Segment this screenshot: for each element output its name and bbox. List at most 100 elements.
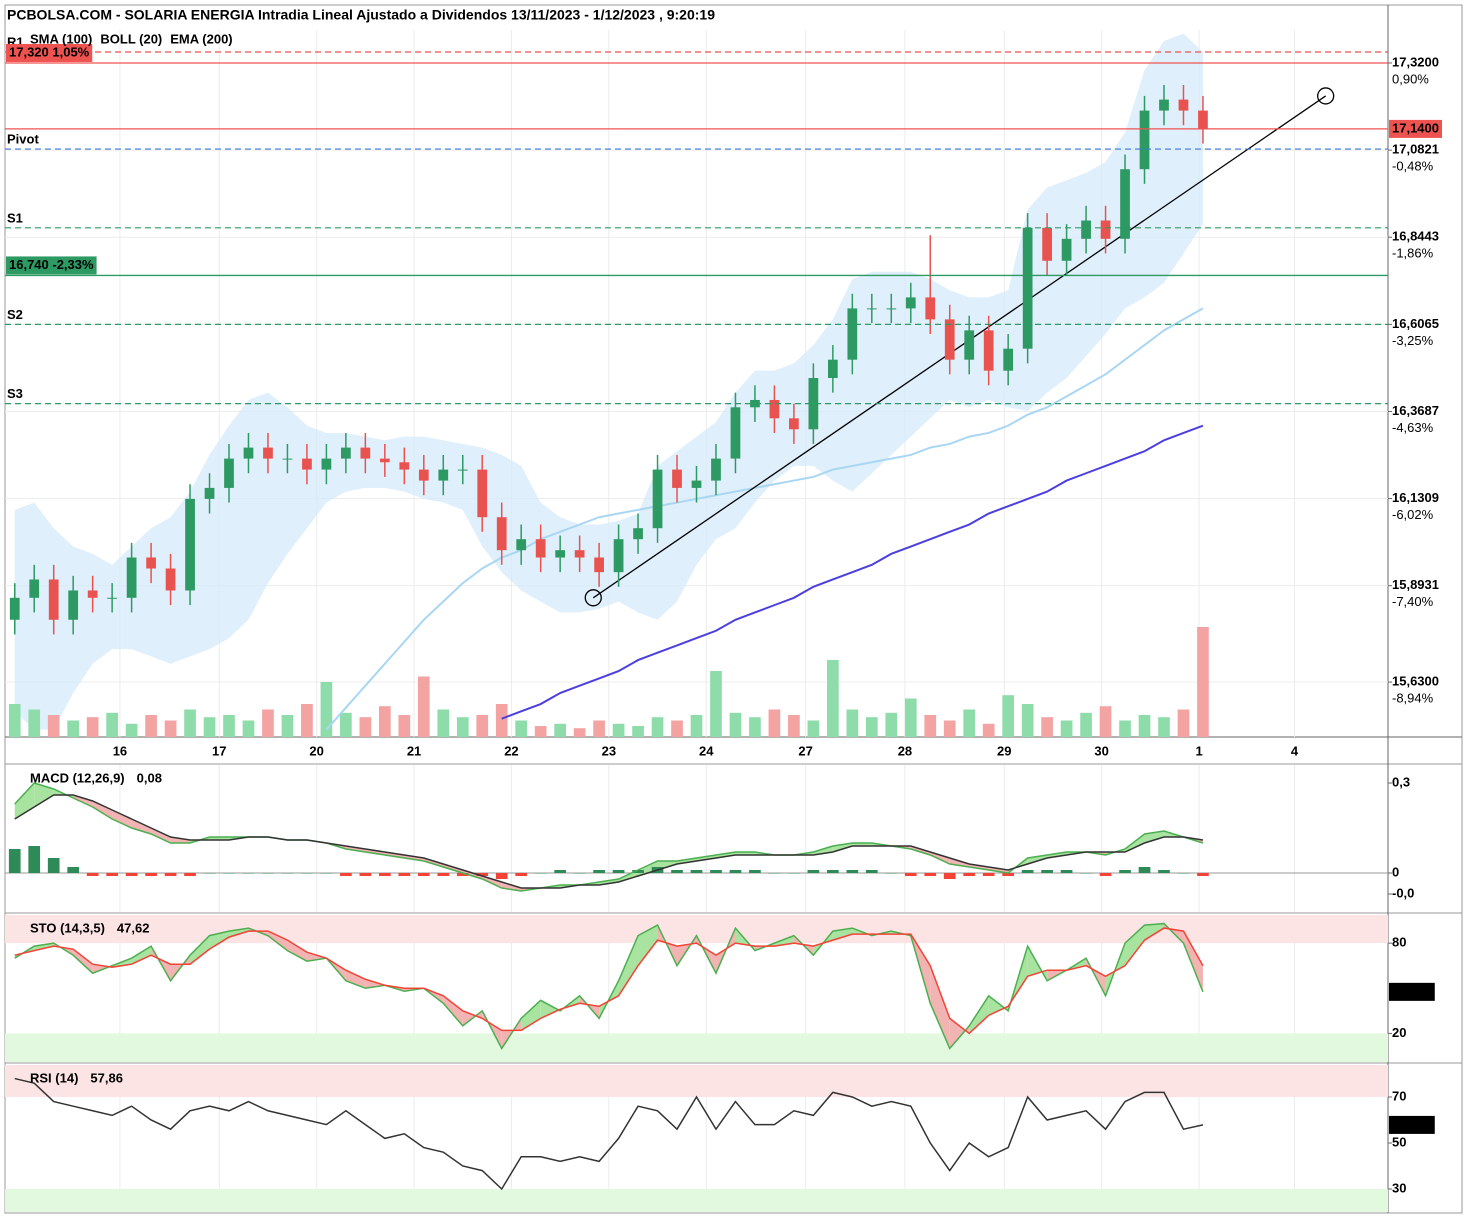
- y-tick-label: 20: [1392, 1025, 1406, 1040]
- bollinger-band: [14, 33, 1203, 730]
- panel-title: STO (14,3,5): [30, 920, 105, 935]
- series-fill: [112, 810, 132, 828]
- x-tick-label: 4: [1291, 743, 1299, 758]
- volume-bar: [885, 712, 898, 737]
- y-tick-label: 16,8443: [1392, 229, 1439, 244]
- panel-axis-label: 47,623: [1389, 982, 1435, 1001]
- candle-body: [224, 458, 234, 488]
- y-tick-label: 30: [1392, 1180, 1406, 1195]
- histogram-bar: [943, 873, 956, 879]
- volume-bar: [340, 712, 352, 737]
- candle-body: [633, 528, 643, 540]
- histogram-bar: [86, 873, 99, 876]
- volume-bar: [593, 720, 605, 737]
- candle-body: [146, 557, 156, 569]
- series-fill: [131, 946, 152, 965]
- price-line-label-text: 16,740 -2,33%: [9, 257, 94, 272]
- volume-bar: [437, 709, 450, 737]
- y-tick-label: 70: [1392, 1088, 1406, 1103]
- series-fill: [930, 965, 950, 1049]
- candle-body: [477, 469, 488, 518]
- candle-body: [438, 469, 449, 481]
- x-tick-label: 17: [212, 743, 226, 758]
- panel-axis-label-box: [1389, 982, 1435, 1001]
- series-fill: [1027, 946, 1048, 981]
- panel-axis-label: 57,864: [1389, 1115, 1435, 1134]
- histogram-bar: [788, 873, 800, 874]
- zone: [5, 1065, 1388, 1097]
- series-fill: [267, 931, 288, 951]
- histogram-bar: [340, 873, 352, 876]
- volume-bar: [865, 717, 878, 737]
- legend-entry: EMA (200): [170, 31, 232, 46]
- series-fill: [92, 801, 113, 819]
- y-tick-pct-label: -7,40%: [1392, 594, 1434, 609]
- level-label: S1: [7, 210, 23, 225]
- candle-body: [594, 557, 604, 573]
- labels-layer: 16 17 20 21 22 23 24 27 28 29 30 1 4 17,3200 0,90% 17,0…: [6, 31, 1442, 1195]
- histogram-bar: [164, 873, 177, 876]
- x-tick-label: 20: [309, 743, 323, 758]
- panel-title: RSI (14): [30, 1070, 78, 1085]
- series-fill: [287, 940, 307, 962]
- candle-body: [1100, 220, 1111, 239]
- volume-bar: [359, 717, 372, 737]
- candle-body: [1061, 238, 1072, 261]
- volume-bar: [1021, 704, 1034, 737]
- series-line: [14, 782, 1204, 892]
- series-fill: [638, 925, 658, 966]
- candle-body: [107, 597, 118, 599]
- volume-bar: [749, 717, 761, 737]
- x-tick-label: 21: [407, 743, 421, 758]
- y-tick-label: 16,1309: [1392, 490, 1439, 505]
- x-tick-label: 29: [997, 743, 1011, 758]
- candle-body: [341, 447, 351, 459]
- volume-bar: [378, 706, 391, 737]
- histogram-bar: [632, 870, 644, 873]
- histogram-bar: [378, 873, 391, 876]
- volume-bar: [164, 720, 177, 737]
- volume-bar: [924, 715, 937, 737]
- volume-bar: [398, 715, 411, 737]
- histogram-bar: [417, 873, 430, 876]
- volume-bar: [301, 704, 313, 737]
- series-line: [14, 1077, 1204, 1191]
- candle-body: [769, 399, 780, 419]
- level-label: Pivot: [7, 131, 39, 146]
- histogram-bar: [1099, 873, 1112, 876]
- series-line: [14, 794, 1204, 889]
- volume-bar: [456, 717, 469, 737]
- histogram-bar: [807, 870, 820, 873]
- volume-bar: [495, 704, 508, 737]
- level-label: S2: [7, 307, 23, 322]
- volume-bar: [788, 715, 800, 737]
- legend-entry: SMA (100): [30, 31, 92, 46]
- histogram-bar: [1119, 870, 1131, 873]
- series-fill: [988, 995, 1009, 1016]
- volume-bar: [710, 671, 722, 737]
- series-fill: [969, 995, 989, 1034]
- volume-bar: [1041, 717, 1053, 737]
- histogram-bar: [534, 873, 547, 874]
- series-fill: [443, 995, 463, 1026]
- series-fill: [949, 1018, 970, 1049]
- candle-body: [1139, 110, 1150, 170]
- current-price-label-box: [1389, 119, 1442, 138]
- candle-body: [827, 359, 838, 379]
- x-tick-label: 22: [504, 743, 518, 758]
- candle-body: [866, 308, 877, 310]
- histogram-bar: [865, 870, 878, 873]
- histogram-bar: [710, 870, 722, 873]
- histogram-bar: [885, 873, 898, 874]
- candle-body: [1198, 110, 1208, 129]
- lines-layer: [14, 87, 1335, 1191]
- histogram-bar: [320, 873, 333, 874]
- y-tick-label: 50: [1392, 1134, 1406, 1149]
- candle-body: [886, 308, 897, 310]
- volume-bar: [242, 720, 255, 737]
- volume-bar: [86, 717, 99, 737]
- x-tick-label: 16: [113, 743, 127, 758]
- volume-bar: [534, 726, 547, 737]
